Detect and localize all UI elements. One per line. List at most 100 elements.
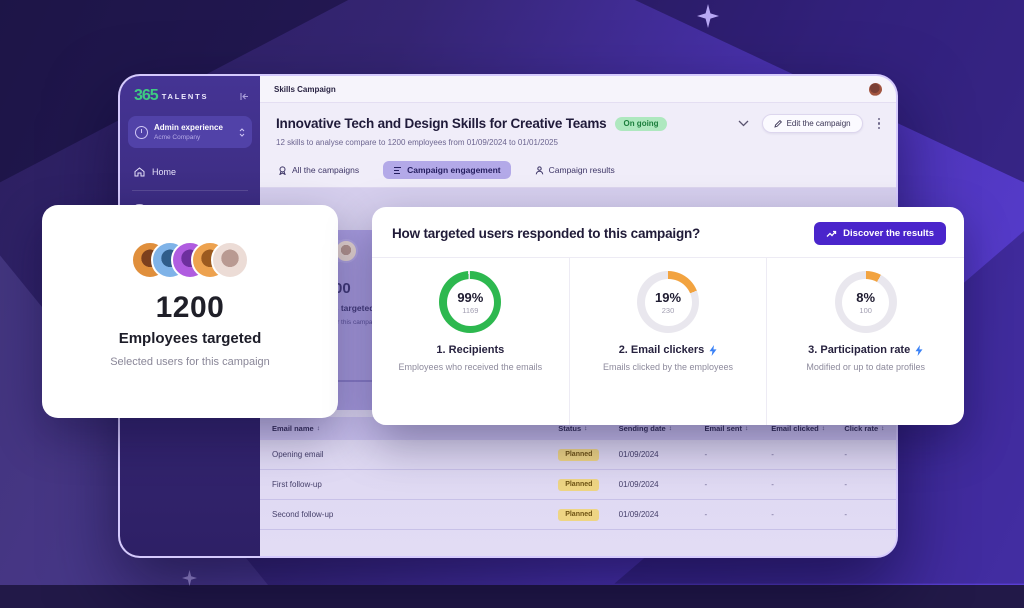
metric-description: Employees who received the emails xyxy=(398,362,543,372)
sort-icon[interactable]: ↕ xyxy=(584,425,588,432)
sidebar-item-home[interactable]: Home xyxy=(120,158,260,186)
metric-description: Modified or up to date profiles xyxy=(806,362,925,372)
metric-count: 100 xyxy=(859,305,872,315)
tab-label: All the campaigns xyxy=(292,165,360,175)
click-rate: - xyxy=(844,510,848,519)
collapse-chevron-icon[interactable] xyxy=(738,120,749,127)
metric-percent: 99% xyxy=(457,289,484,305)
tab-campaign-results[interactable]: Campaign results xyxy=(533,161,617,179)
stat-label: Employees targeted xyxy=(337,303,375,313)
employees-subtitle: Selected users for this campaign xyxy=(110,356,270,368)
metric-email-clickers: 19% 230 2. Email clickers Emails clicked… xyxy=(568,258,767,425)
column-header[interactable]: Email name ↕ xyxy=(272,424,320,433)
metric-label: 1. Recipients xyxy=(436,344,505,356)
metric-participation-rate: 8% 100 3. Participation rate Modified or… xyxy=(766,258,964,425)
employees-count: 1200 xyxy=(155,291,225,324)
emails-table: Email name ↕ Status ↕ Sending date ↕ Email … xyxy=(260,417,896,530)
megaphone-icon xyxy=(278,165,287,175)
sort-icon[interactable]: ↕ xyxy=(821,425,825,432)
sort-icon[interactable]: ↕ xyxy=(744,425,749,432)
metric-label: 3. Participation rate xyxy=(808,344,911,356)
donut-chart: 99% 1169 xyxy=(439,271,502,333)
tab-label: Campaign engagement xyxy=(407,165,501,175)
donut-chart: 19% 230 xyxy=(637,271,699,333)
metric-percent: 19% xyxy=(654,289,682,305)
email-sent: - xyxy=(704,480,708,489)
email-name: First follow-up xyxy=(272,480,322,489)
employees-targeted-card: 1200 Employees targeted Selected users f… xyxy=(42,205,338,418)
column-header[interactable]: Click rate ↕ xyxy=(844,424,885,433)
status-badge: Planned xyxy=(558,508,600,521)
table-row[interactable]: Second follow-up Planned 01/09/2024 - - … xyxy=(260,500,896,530)
metric-label: 2. Email clickers xyxy=(618,344,705,356)
status-badge: On going xyxy=(615,116,667,131)
stat-subtitle: Selected users for this campaign xyxy=(337,319,382,326)
email-clicked: - xyxy=(771,510,774,519)
top-bar: Skills Campaign xyxy=(260,76,896,103)
logo-365: 365 xyxy=(134,87,159,104)
stat-value: 1200 xyxy=(337,280,351,297)
sending-date: 01/09/2024 xyxy=(618,450,659,459)
home-icon xyxy=(134,167,145,177)
trending-up-icon xyxy=(826,230,837,238)
column-header[interactable]: Sending date ↕ xyxy=(618,424,672,433)
sort-icon[interactable]: ↕ xyxy=(881,425,885,432)
sort-icon[interactable]: ↕ xyxy=(668,425,672,432)
tab-bar: All the campaigns Campaign engagement Ca… xyxy=(260,154,896,188)
tab-campaign-engagement[interactable]: Campaign engagement xyxy=(383,161,511,179)
user-avatar[interactable] xyxy=(869,82,882,96)
metric-percent: 8% xyxy=(856,289,876,305)
metric-recipients: 99% 1169 1. Recipients Employees who rec… xyxy=(372,258,569,425)
logo-talents: TALENTS xyxy=(161,91,209,101)
avatar-group xyxy=(337,239,394,263)
sidebar-collapse-icon[interactable] xyxy=(240,92,250,101)
edit-campaign-label: Edit the campaign xyxy=(786,119,851,128)
app-logo: 365 TALENTS xyxy=(120,76,260,114)
more-options-icon[interactable] xyxy=(876,116,882,131)
sparkle-icon xyxy=(182,570,197,586)
discover-results-label: Discover the results xyxy=(843,228,934,239)
email-sent: - xyxy=(704,510,708,519)
lightning-icon xyxy=(915,344,923,356)
sending-date: 01/09/2024 xyxy=(618,480,659,489)
breadcrumb: Skills Campaign xyxy=(274,84,336,94)
clock-icon xyxy=(135,125,148,139)
column-header[interactable]: Email clicked ↕ xyxy=(771,424,825,433)
status-badge: Planned xyxy=(558,448,600,461)
campaign-subtitle: 12 skills to analyse compare to 1200 emp… xyxy=(276,138,558,147)
status-badge: Planned xyxy=(558,478,600,491)
discover-results-button[interactable]: Discover the results xyxy=(814,222,946,245)
campaign-title: Innovative Tech and Design Skills for Cr… xyxy=(276,116,607,131)
email-name: Second follow-up xyxy=(272,510,334,519)
tab-all-campaigns[interactable]: All the campaigns xyxy=(276,161,361,179)
click-rate: - xyxy=(844,450,848,459)
table-row[interactable]: Opening email Planned 01/09/2024 - - - xyxy=(260,440,896,470)
tab-label: Campaign results xyxy=(548,165,615,175)
email-sent: - xyxy=(704,450,708,459)
company-label: Acme Company xyxy=(154,134,201,141)
sidebar-admin-switcher[interactable]: Admin experience Acme Company xyxy=(128,116,252,148)
engagement-summary-card: How targeted users responded to this cam… xyxy=(372,207,964,425)
donut-chart: 8% 100 xyxy=(834,271,897,333)
email-name: Opening email xyxy=(272,450,324,459)
column-header[interactable]: Status ↕ xyxy=(558,424,588,433)
sort-icon[interactable]: ↕ xyxy=(316,425,320,432)
list-icon xyxy=(393,166,402,175)
email-clicked: - xyxy=(771,450,774,459)
background-band xyxy=(0,585,1024,608)
table-row[interactable]: First follow-up Planned 01/09/2024 - - - xyxy=(260,470,896,500)
pencil-icon xyxy=(773,119,782,128)
column-header[interactable]: Email sent ↕ xyxy=(704,424,749,433)
lightning-icon xyxy=(709,344,717,356)
edit-campaign-button[interactable]: Edit the campaign xyxy=(761,114,863,133)
switcher-expand-icon xyxy=(239,127,245,137)
campaign-header: Innovative Tech and Design Skills for Cr… xyxy=(260,103,896,154)
metric-count: 230 xyxy=(661,305,675,315)
sidebar-item-label: Home xyxy=(152,167,177,177)
person-icon xyxy=(535,165,544,175)
admin-experience-label: Admin experience xyxy=(154,123,223,132)
sending-date: 01/09/2024 xyxy=(618,510,659,519)
divider xyxy=(132,190,248,191)
avatar-group xyxy=(42,241,338,279)
